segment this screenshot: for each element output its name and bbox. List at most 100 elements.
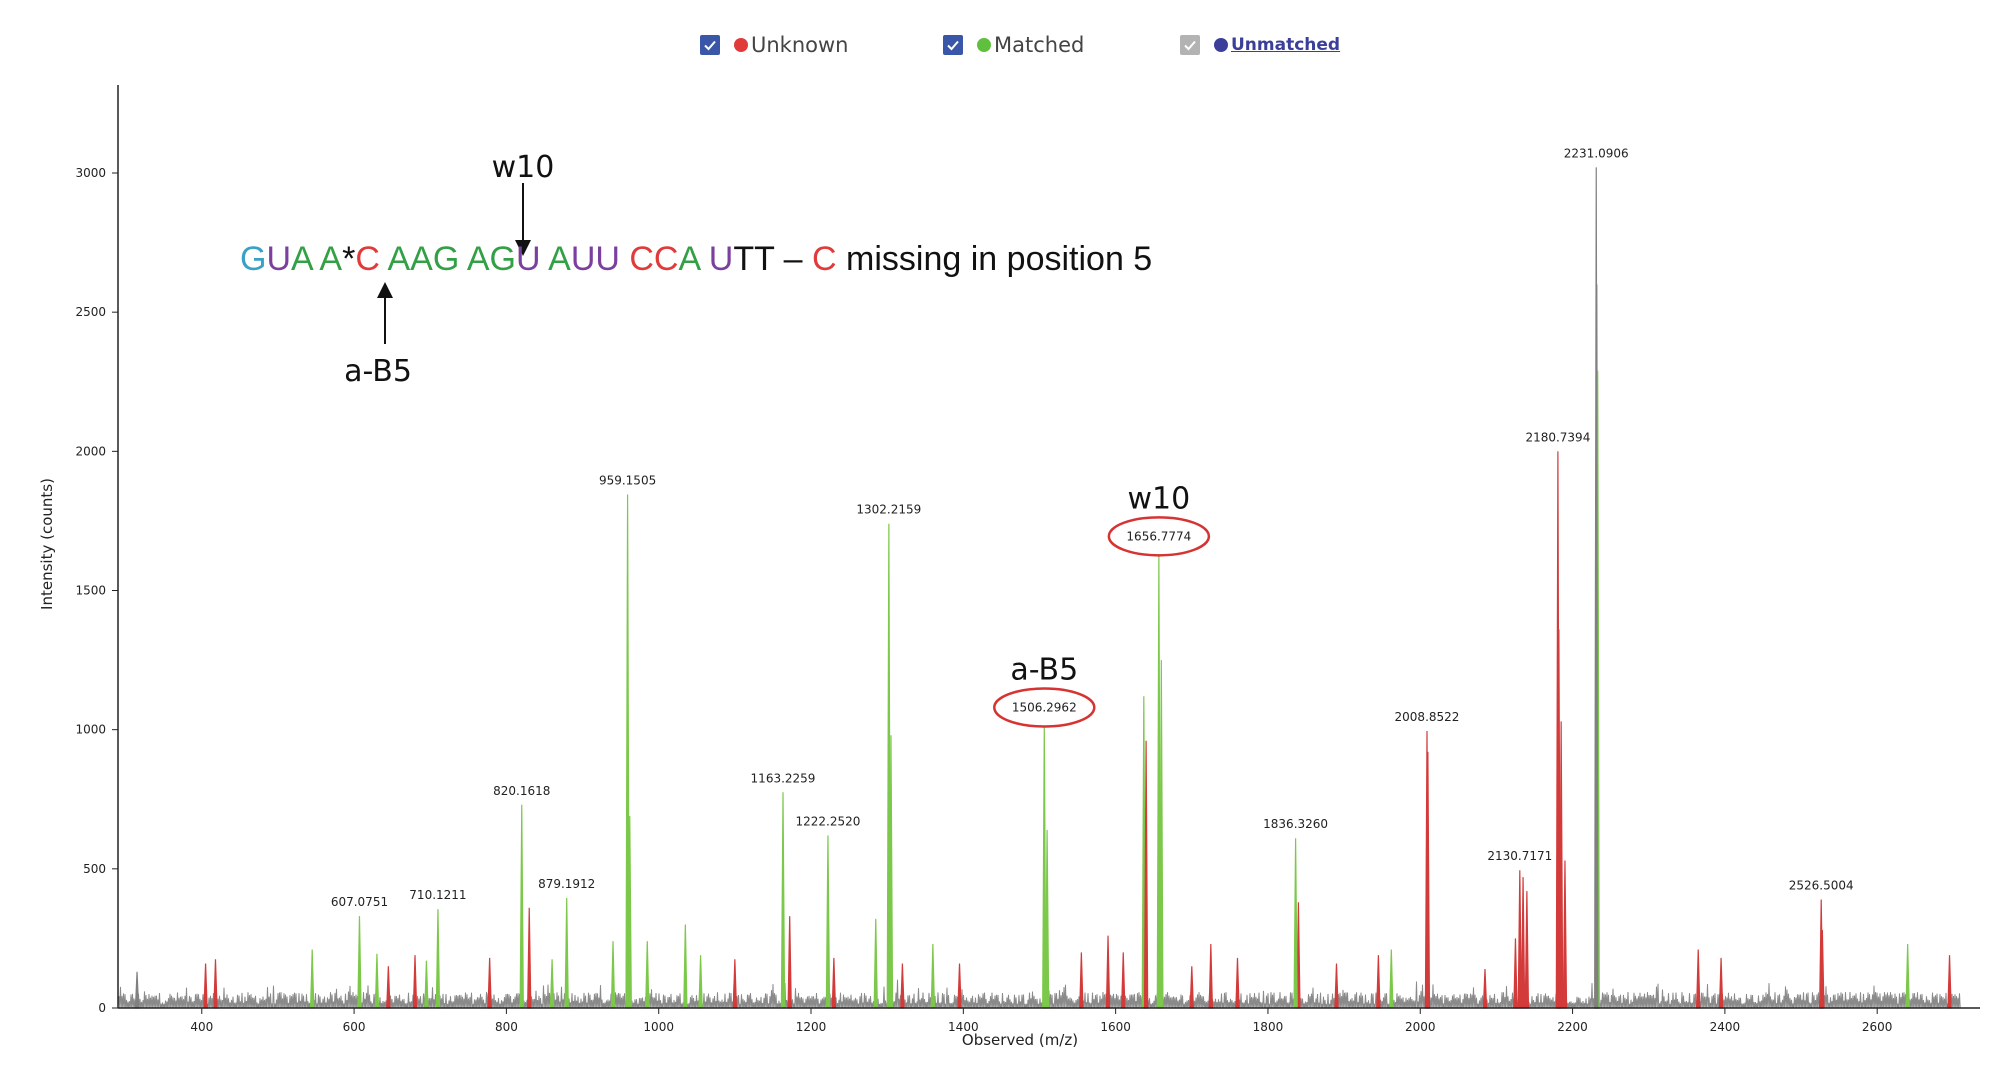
peak-minor (203, 963, 208, 1009)
sequence-segment (620, 240, 629, 278)
peak-minor (386, 966, 391, 1009)
peak-minor (1334, 963, 1339, 1009)
peak-minor (610, 941, 616, 1009)
legend-item-unknown[interactable]: Unknown (700, 28, 848, 62)
peak-label: 2130.7171 (1487, 849, 1552, 863)
peak-label: 2180.7394 (1525, 430, 1590, 444)
highlight-circle (1107, 516, 1211, 557)
w10-arrow-head (515, 240, 531, 256)
peak-minor (1189, 966, 1195, 1009)
x-tick-label: 1400 (948, 1020, 979, 1034)
peak-1656.7774 (1156, 554, 1162, 1009)
x-tick-label: 1600 (1100, 1020, 1131, 1034)
sequence-segment: AG (466, 240, 516, 278)
peak-minor (732, 959, 738, 1009)
legend-item-matched[interactable]: Matched (943, 28, 1084, 62)
sequence-arrows: w10 a-B5 (344, 150, 554, 389)
peak-minor (1121, 952, 1126, 1009)
peak-label: 879.1912 (538, 877, 595, 891)
peak-minor (1482, 969, 1488, 1009)
peak-2526.5004 (1819, 899, 1824, 1009)
a-b5-arrow-head (377, 282, 393, 298)
annotation-a-b5: a-B5 (1010, 652, 1078, 687)
peak-label: 710.1211 (409, 888, 466, 902)
peak-label: 1163.2259 (751, 771, 816, 785)
peak-1302.2159 (886, 523, 892, 1009)
peak-label: 1836.3260 (1263, 817, 1328, 831)
sequence-segment: missing in position 5 (836, 240, 1153, 278)
peak-minor (957, 963, 962, 1009)
x-tick-label: 400 (190, 1020, 213, 1034)
peak-label: 2008.8522 (1395, 710, 1460, 724)
peak-1163.2259 (780, 792, 786, 1009)
legend-checkbox-matched[interactable] (943, 35, 963, 55)
sequence-segment: U (708, 240, 734, 278)
sequence-segment: A (678, 240, 700, 278)
legend-dot-icon (977, 38, 991, 52)
peak-minor (930, 943, 936, 1009)
check-icon (1184, 40, 1196, 51)
peak-minor (698, 955, 703, 1009)
annotation-w10: w10 (1128, 481, 1191, 516)
sequence-segment: AAG (387, 240, 460, 278)
peak-minor (487, 957, 492, 1009)
y-tick-label: 2500 (75, 305, 106, 319)
peaks (134, 167, 1952, 1009)
peak-minor (412, 955, 418, 1009)
sequence-segment: A (291, 240, 312, 278)
x-tick-label: 800 (495, 1020, 518, 1034)
peak-879.1912 (564, 898, 569, 1009)
highlight-circle (993, 687, 1096, 728)
peak-label: 1656.7774 (1126, 529, 1191, 543)
peak-minor (374, 953, 380, 1009)
sequence-segment: TT – (733, 240, 813, 278)
axes: 400 600 800 1000 1200 1400 1600 1800 2000 2200 240… (38, 85, 1980, 1049)
x-tick-label: 2200 (1557, 1020, 1588, 1034)
x-axis-title: Observed (m/z) (962, 1031, 1078, 1049)
x-tick-label: 2600 (1862, 1020, 1893, 1034)
x-tick-label: 2400 (1710, 1020, 1741, 1034)
x-tick-label: 1800 (1253, 1020, 1284, 1034)
peak-label: 959.1505 (599, 473, 656, 487)
peak-label: 2526.5004 (1789, 878, 1854, 892)
x-tick-label: 600 (343, 1020, 366, 1034)
peak-minor (1105, 935, 1111, 1009)
sequence-segment: * (342, 240, 356, 278)
x-ticks: 400 600 800 1000 1200 1400 1600 1800 2000 2200 240… (190, 1008, 1892, 1034)
peak-minor (1905, 943, 1910, 1009)
peak-710.1211 (435, 909, 441, 1009)
w10-sequence-label: w10 (492, 150, 555, 185)
y-tick-label: 0 (98, 1001, 106, 1015)
peak-minor (683, 924, 688, 1009)
peak-minor (1524, 891, 1530, 1009)
sequence-segment (541, 240, 549, 278)
legend-checkbox-unmatched[interactable] (1180, 35, 1200, 55)
peak-labels: 607.0751 710.1211 820.1618 879.1912 959.1505… (331, 146, 1854, 909)
y-tick-label: 1500 (75, 584, 106, 598)
check-icon (947, 40, 959, 51)
peak-minor (1718, 957, 1724, 1009)
peak-minor (1696, 949, 1701, 1009)
legend-item-unmatched[interactable]: Unmatched (1180, 28, 1340, 62)
sequence-segment (699, 240, 708, 278)
peak-minor (787, 916, 792, 1009)
peak-959.1505 (625, 494, 630, 1009)
sequence-segment: G (240, 240, 267, 278)
legend-label[interactable]: Unmatched (1231, 35, 1341, 55)
x-tick-label: 1000 (643, 1020, 674, 1034)
peak-1222.2520 (825, 835, 831, 1009)
peak-minor (309, 949, 315, 1009)
peak-1836.3260 (1293, 838, 1298, 1009)
sequence-segment: U (515, 240, 541, 278)
peak-820.1618 (519, 804, 524, 1009)
y-tick-label: 500 (83, 862, 106, 876)
y-tick-label: 3000 (75, 166, 106, 180)
peak-607.0751 (357, 916, 362, 1009)
noise-baseline (117, 979, 1961, 1009)
legend-checkbox-unknown[interactable] (700, 35, 720, 55)
a-b5-sequence-label: a-B5 (344, 354, 412, 389)
rna-sequence: GUA A*C AAG AGU AUU CCA UTT – C missing … (240, 240, 1152, 279)
legend: Unknown Matched Unmatched (0, 28, 2000, 62)
peak-minor (134, 971, 140, 1009)
legend-label: Unknown (751, 33, 849, 57)
